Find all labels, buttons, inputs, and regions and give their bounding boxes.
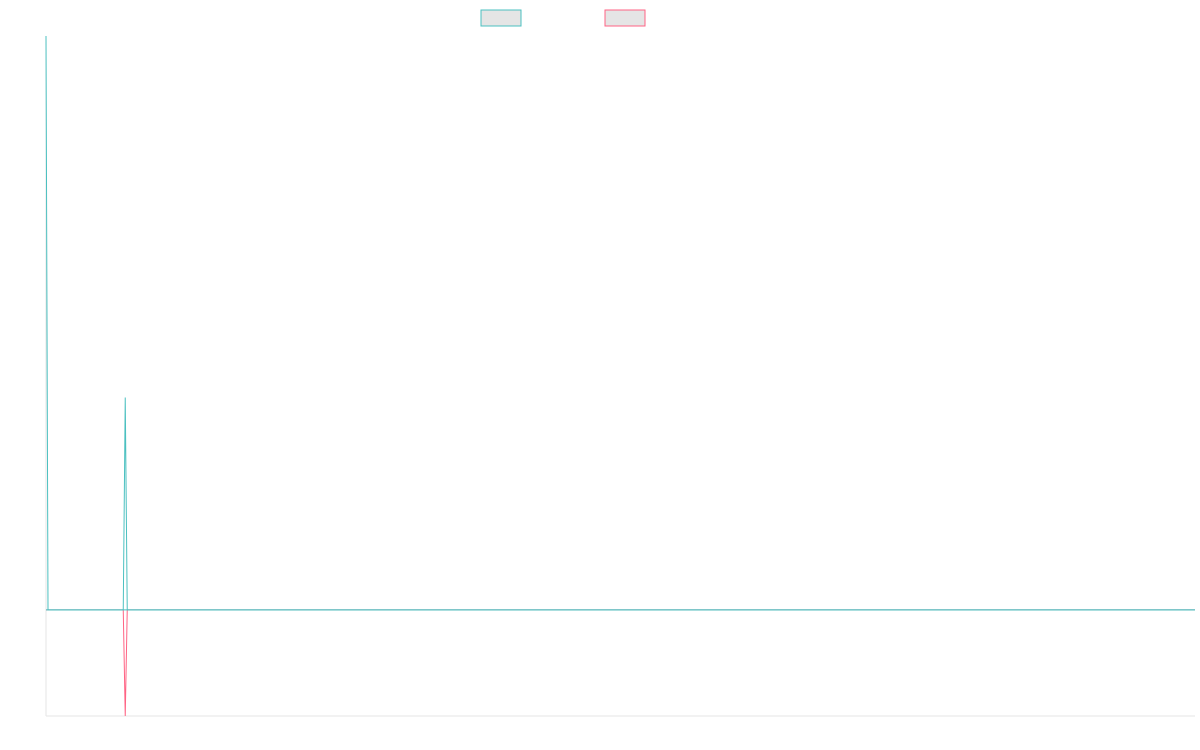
series-line-pink [46,609,1195,717]
series-lines [45,35,1195,717]
series-line-teal-spike [46,397,1195,611]
series-line-teal [45,35,1195,611]
legend-swatch-teal[interactable] [480,9,522,27]
legend-swatch-pink[interactable] [604,9,646,27]
legend [480,9,646,27]
axes [45,36,1195,717]
